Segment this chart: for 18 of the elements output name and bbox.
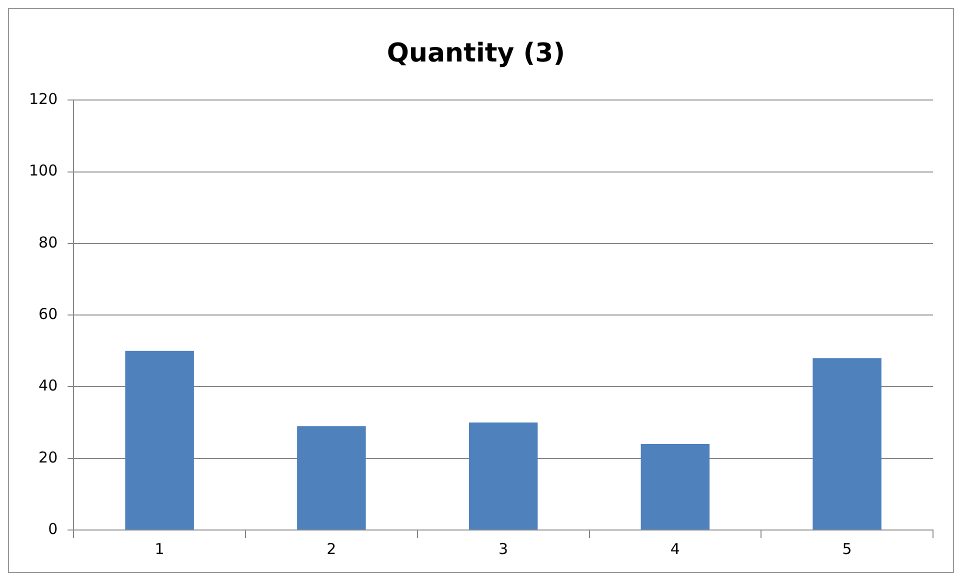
y-tick-label: 60 xyxy=(38,304,58,323)
bar xyxy=(297,426,366,530)
y-tick-label: 20 xyxy=(38,448,58,466)
y-tick-label: 40 xyxy=(38,376,58,395)
bar xyxy=(812,358,882,530)
chart-title: Quantity (3) xyxy=(386,38,566,68)
y-tick-label: 0 xyxy=(48,520,58,538)
bar xyxy=(468,422,538,530)
bar xyxy=(640,444,710,530)
y-tick-label: 120 xyxy=(28,90,58,108)
x-tick-label: 4 xyxy=(670,540,680,558)
x-tick-label: 2 xyxy=(326,540,336,558)
x-tick-label: 3 xyxy=(498,540,508,558)
x-tick-label: 5 xyxy=(842,540,852,558)
y-tick-label: 100 xyxy=(28,162,58,180)
x-tick-label: 1 xyxy=(154,540,164,558)
y-tick-label: 80 xyxy=(38,233,58,252)
bar xyxy=(125,350,194,530)
